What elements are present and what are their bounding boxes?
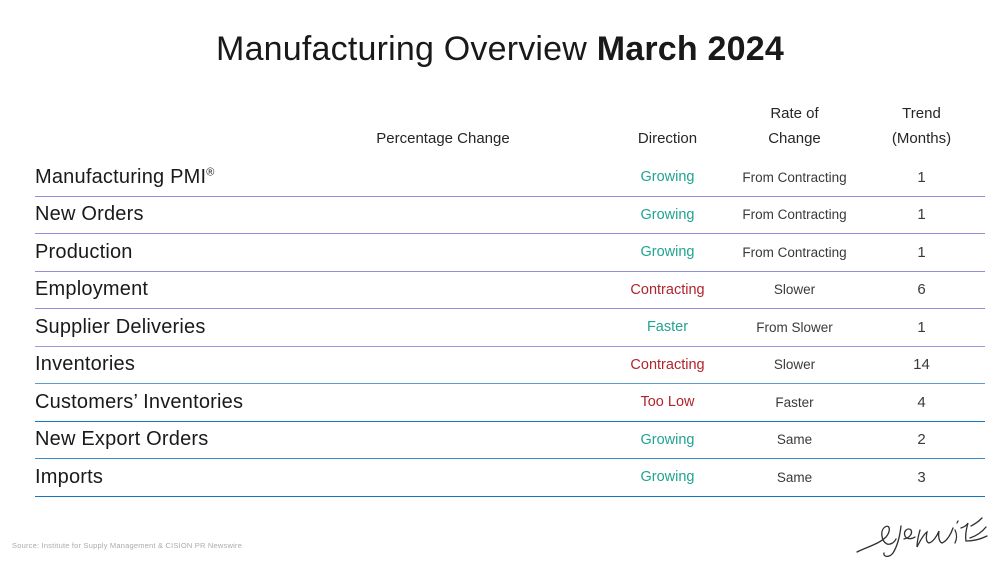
rate-of-change-cell: Slower: [773, 357, 816, 373]
direction-cell: Growing: [640, 469, 695, 486]
title-emphasis: March 2024: [596, 30, 784, 68]
header-direction: Direction: [637, 130, 698, 147]
table-row: Production Growing From Contracting 1: [35, 234, 985, 272]
row-label: Manufacturing PMI®: [35, 166, 330, 189]
row-label-text: Production: [35, 240, 133, 263]
row-label: New Orders: [35, 203, 330, 226]
trend-months-cell: 1: [917, 243, 926, 261]
direction-cell: Faster: [646, 319, 689, 336]
row-label-text: Manufacturing PMI: [35, 165, 207, 188]
header-percentage-change: Percentage Change: [376, 130, 510, 147]
row-label: New Export Orders: [35, 428, 330, 451]
row-label-text: Supplier Deliveries: [35, 315, 206, 338]
row-label-text: Customers’ Inventories: [35, 390, 244, 413]
header-trend-line2: (Months): [891, 130, 952, 147]
header-trend-line1: Trend: [902, 105, 941, 122]
row-label-text: Employment: [35, 278, 149, 301]
table-row: Customers’ Inventories Too Low Faster 4: [35, 384, 985, 422]
rate-of-change-cell: Same: [776, 469, 813, 485]
trend-months-cell: 6: [917, 281, 926, 299]
direction-cell: Growing: [640, 206, 695, 223]
direction-cell: Growing: [640, 431, 695, 448]
table-row: Supplier Deliveries Faster From Slower 1: [35, 309, 985, 347]
direction-cell: Contracting: [630, 281, 705, 298]
header-trend-months: Trend (Months): [858, 101, 985, 159]
table-row: Manufacturing PMI® Growing From Contract…: [35, 159, 985, 197]
direction-cell: Growing: [640, 244, 695, 261]
trend-months-cell: 1: [917, 168, 926, 186]
row-label-text: Imports: [35, 465, 104, 488]
registered-mark: ®: [206, 166, 215, 179]
table-row: New Export Orders Growing Same 2: [35, 422, 985, 459]
row-label-text: New Export Orders: [35, 428, 209, 451]
header-rate-of-change: Rate of Change: [731, 101, 858, 159]
row-label: Imports: [35, 466, 330, 489]
table-body: Manufacturing PMI® Growing From Contract…: [35, 159, 985, 497]
row-label: Production: [35, 241, 330, 264]
signature: [856, 517, 988, 558]
trend-months-cell: 4: [917, 393, 926, 411]
header-gap: [556, 151, 604, 159]
table-row: New Orders Growing From Contracting 1: [35, 197, 985, 234]
trend-months-cell: 1: [917, 318, 926, 336]
row-label-text: Inventories: [35, 353, 136, 376]
header-rate-line2: Change: [768, 130, 821, 147]
row-label: Inventories: [35, 353, 330, 376]
row-label: Employment: [35, 278, 330, 301]
rate-of-change-cell: Same: [776, 432, 813, 448]
rate-of-change-cell: From Contracting: [742, 169, 847, 185]
table-row: Employment Contracting Slower 6: [35, 272, 985, 309]
trend-months-cell: 14: [913, 356, 930, 374]
rate-of-change-cell: Slower: [773, 282, 816, 298]
title-regular: Manufacturing Overview: [216, 30, 597, 68]
rate-of-change-cell: From Contracting: [742, 244, 847, 260]
direction-cell: Contracting: [630, 356, 705, 373]
row-label: Customers’ Inventories: [35, 391, 330, 414]
trend-months-cell: 3: [917, 468, 926, 486]
row-label: Supplier Deliveries: [35, 316, 330, 339]
source-attribution: Source: Institute for Supply Management …: [12, 541, 243, 550]
trend-months-cell: 2: [917, 431, 926, 449]
page-title: Manufacturing Overview March 2024: [0, 30, 1000, 69]
rate-of-change-cell: From Contracting: [742, 207, 847, 223]
table-header: Percentage Change Direction Rate of Chan…: [35, 95, 985, 159]
rate-of-change-cell: From Slower: [756, 319, 833, 335]
table-row: Inventories Contracting Slower 14: [35, 347, 985, 384]
direction-cell: Too Low: [640, 394, 695, 411]
header-spacer: [35, 151, 330, 159]
row-label-text: New Orders: [35, 203, 144, 226]
direction-cell: Growing: [640, 169, 695, 186]
table-row: Imports Growing Same 3: [35, 459, 985, 497]
trend-months-cell: 1: [917, 206, 926, 224]
rate-of-change-cell: Faster: [775, 394, 814, 410]
header-rate-line1: Rate of: [770, 105, 819, 122]
